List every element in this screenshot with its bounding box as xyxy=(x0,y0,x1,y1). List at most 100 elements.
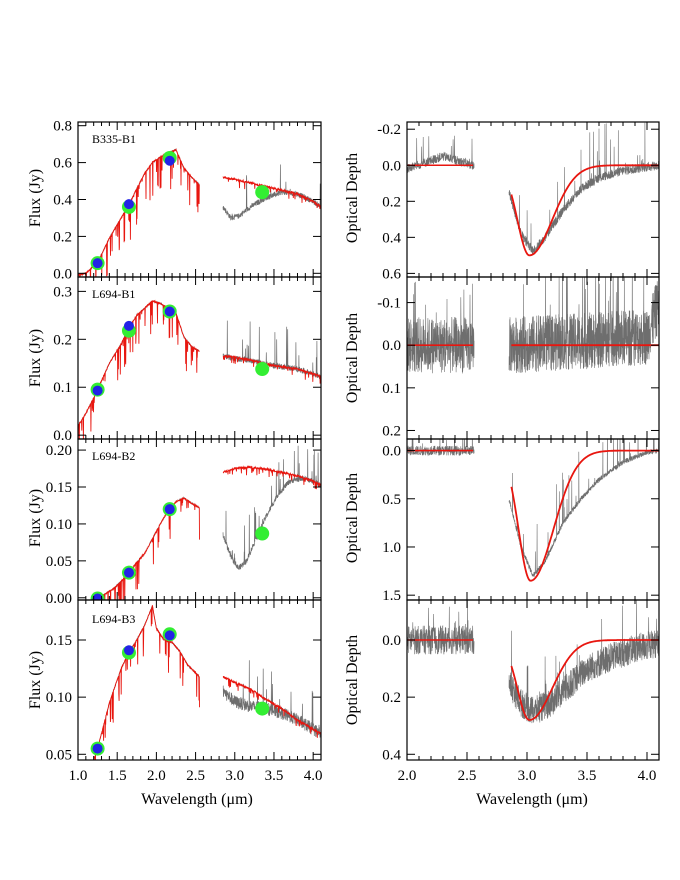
xtick-label: 3.0 xyxy=(518,768,537,784)
ytick-label: 0.8 xyxy=(53,119,72,135)
ylabel-flux-4: Flux (Jy) xyxy=(27,651,44,709)
photometry-point-3 xyxy=(164,306,175,317)
ytick-label: 0.4 xyxy=(53,193,72,209)
observed-depth-short xyxy=(407,281,475,374)
ytick-label: 0.6 xyxy=(53,156,72,172)
ytick-label: 0.2 xyxy=(53,332,72,348)
xtick-label: 3.5 xyxy=(265,768,284,784)
ytick-label: 0.15 xyxy=(46,633,72,649)
xtick-label: 2.0 xyxy=(147,768,166,784)
xtick-label: 2.5 xyxy=(186,768,205,784)
photometry-point-2 xyxy=(123,567,134,578)
xlabel-left: Wavelength (μm) xyxy=(141,791,253,808)
ytick-label: 0.1 xyxy=(53,380,72,396)
observed-spectrum-long xyxy=(222,320,321,380)
ytick-label: 0.10 xyxy=(46,517,72,533)
ytick-label: 0.4 xyxy=(382,747,401,763)
model-spectrum-long xyxy=(222,465,321,490)
panel-flux-2: 0.0 0.1 0.2 0.3 xyxy=(53,276,322,444)
observed-depth-short xyxy=(407,439,475,457)
source-label-l694-b1: L694-B1 xyxy=(92,287,135,301)
axes-frame xyxy=(77,599,322,761)
observed-depth-short xyxy=(407,600,475,655)
model-spectrum-short xyxy=(93,604,200,760)
ytick-label: 0.5 xyxy=(382,492,401,508)
panel-flux-3: 0.00 0.05 0.10 0.15 0.20 xyxy=(46,438,322,607)
xtick-label: 3.5 xyxy=(578,768,597,784)
photometry-point-3 xyxy=(164,504,175,515)
model-spectrum-short xyxy=(78,299,200,439)
fit-curve xyxy=(510,164,659,257)
observed-depth-long xyxy=(508,122,659,255)
model-spectrum-short xyxy=(78,148,200,277)
ytick-label: 0.0 xyxy=(382,338,401,354)
ylabel-depth-1: Optical Depth xyxy=(344,153,361,243)
ytick-label: 0.2 xyxy=(382,194,401,210)
observed-depth-long xyxy=(508,439,659,577)
axes-frame xyxy=(77,276,322,440)
ytick-label: 0.0 xyxy=(382,158,401,174)
panel-depth-3: 0.0 0.5 1.0 1.5 xyxy=(382,438,660,604)
ytick-label: 0.4 xyxy=(382,230,401,246)
photometry-point-3 xyxy=(164,155,175,166)
xtick-label: 1.5 xyxy=(108,768,127,784)
xtick-label: 2.0 xyxy=(398,768,417,784)
photometry-point-1 xyxy=(92,593,103,600)
ytick-label: 0.0 xyxy=(382,444,401,460)
ylabel-flux-3: Flux (Jy) xyxy=(27,489,44,547)
photometry-point-1 xyxy=(92,743,103,754)
ytick-label: 1.0 xyxy=(382,540,401,556)
ytick-label: 0.1 xyxy=(382,381,401,397)
fit-curve xyxy=(510,449,659,582)
observed-depth-short xyxy=(407,135,475,174)
photometry-ring-4 xyxy=(255,526,270,541)
axes-frame xyxy=(406,599,660,761)
ytick-label: 0.15 xyxy=(46,480,72,496)
xtick-label: 4.0 xyxy=(638,768,657,784)
photometry-ring-4 xyxy=(255,701,270,716)
photometry-ring-4 xyxy=(255,362,270,377)
ytick-label: 0.0 xyxy=(53,428,72,444)
ytick-label: 0.0 xyxy=(53,266,72,282)
photometry-point-2 xyxy=(123,645,134,656)
ylabel-depth-3: Optical Depth xyxy=(344,473,361,563)
source-label-l694-b2: L694-B2 xyxy=(92,449,135,463)
ylabel-flux-2: Flux (Jy) xyxy=(27,329,44,387)
observed-depth-long xyxy=(508,277,659,374)
photometry-point-1 xyxy=(92,385,103,396)
panel-flux-1: 0.0 0.2 0.4 0.6 0.8 xyxy=(53,119,322,282)
ytick-label: 0.20 xyxy=(46,443,72,459)
source-label-l694-b3: L694-B3 xyxy=(92,612,135,626)
observed-spectrum-short xyxy=(93,496,200,600)
source-label-b335: B335-B1 xyxy=(92,132,136,146)
photometry-point-2 xyxy=(123,199,134,210)
observed-spectrum-short xyxy=(93,606,200,760)
ytick-label: 0.3 xyxy=(53,284,72,300)
xtick-label: 4.0 xyxy=(304,768,323,784)
ytick-label: 0.2 xyxy=(53,229,72,245)
fit-curve xyxy=(510,639,659,721)
xtick-label: 1.0 xyxy=(69,768,88,784)
model-spectrum-long xyxy=(222,176,321,210)
photometry-point-1 xyxy=(92,258,103,269)
photometry-point-2 xyxy=(123,320,134,331)
ytick-label: -0.2 xyxy=(377,122,401,138)
ytick-label: 0.6 xyxy=(382,266,401,282)
photometry-point-3 xyxy=(164,630,175,641)
panel-depth-1: -0.2 0.0 0.2 0.4 0.6 xyxy=(377,121,660,282)
ytick-label: 0.2 xyxy=(382,423,401,439)
panel-depth-4: 0.0 0.2 0.4 2.0 2.5 3.0 3.5 4.0 xyxy=(382,599,660,784)
model-spectrum-long xyxy=(222,675,321,738)
ytick-label: 0.05 xyxy=(46,554,72,570)
model-spectrum-long xyxy=(222,354,321,384)
observed-spectrum-long xyxy=(222,660,321,738)
panel-depth-2: -0.1 0.0 0.1 0.2 xyxy=(377,276,660,440)
ytick-label: 1.5 xyxy=(382,588,401,604)
ylabel-flux-1: Flux (Jy) xyxy=(27,169,44,227)
observed-spectrum-long xyxy=(222,445,321,571)
xtick-label: 2.5 xyxy=(458,768,477,784)
photometry-ring-4 xyxy=(255,185,270,200)
ytick-label: 0.05 xyxy=(46,747,72,763)
xtick-label: 3.0 xyxy=(225,768,244,784)
ytick-label: 0.00 xyxy=(46,591,72,607)
